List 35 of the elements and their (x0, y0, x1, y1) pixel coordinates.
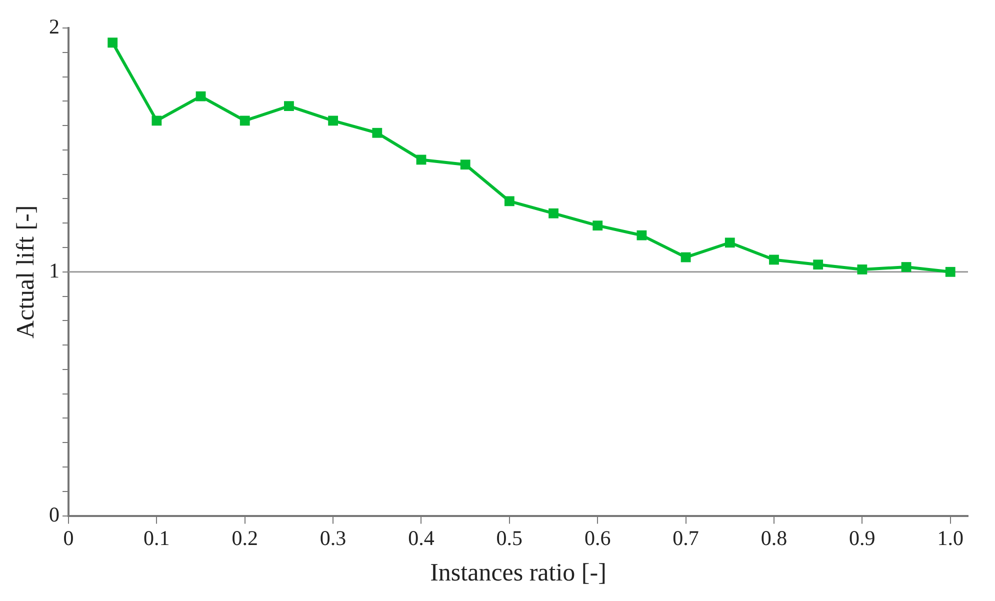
point (857, 264, 868, 274)
x-tick-label: 0.4 (408, 526, 435, 550)
point (724, 238, 735, 248)
y-tick-label: 2 (49, 14, 60, 39)
point (636, 230, 647, 240)
point (548, 208, 558, 218)
point (813, 260, 824, 270)
point (328, 116, 338, 126)
point (592, 220, 603, 231)
point (680, 252, 691, 262)
x-tick-label: 0.5 (496, 526, 523, 550)
y-tick-label: 0 (49, 502, 60, 526)
point (769, 254, 779, 265)
point (108, 38, 118, 48)
point (196, 91, 206, 102)
x-tick-label: 0.7 (672, 526, 699, 550)
point (945, 266, 956, 277)
point (901, 262, 912, 272)
y-axis-title: Actual lift [-] (12, 205, 40, 339)
point (460, 160, 470, 170)
x-tick-label: 0.1 (144, 526, 170, 550)
x-tick-label: 1.0 (937, 526, 964, 550)
y-tick-label: 1 (49, 258, 60, 282)
point (284, 101, 294, 111)
point (240, 116, 250, 126)
x-tick-label: 0.6 (584, 526, 611, 550)
x-tick-label: 0.2 (232, 526, 258, 550)
x-tick-label: 0.3 (320, 526, 346, 550)
point (372, 128, 382, 138)
point (152, 116, 162, 126)
point (416, 154, 426, 165)
x-tick-label: 0.8 (760, 526, 788, 550)
x-axis-title: Instances ratio [-] (430, 560, 606, 587)
x-tick-label: 0.9 (849, 526, 876, 550)
point (504, 196, 514, 206)
